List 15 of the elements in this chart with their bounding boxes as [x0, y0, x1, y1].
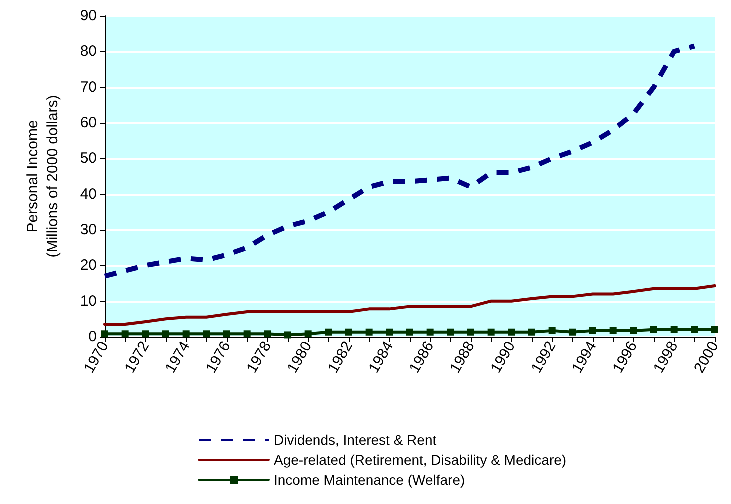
- legend-label: Age-related (Retirement, Disability & Medicare): [274, 452, 567, 468]
- y-tick-label: 30: [80, 222, 97, 238]
- legend-label: Income Maintenance (Welfare): [274, 472, 466, 488]
- y-tick-label: 10: [80, 292, 97, 310]
- y-tick-label: 50: [80, 150, 97, 168]
- y-tick-label: 70: [80, 78, 97, 96]
- y-tick-label: 90: [80, 8, 97, 24]
- legend-label: Dividends, Interest & Rent: [274, 432, 437, 448]
- y-tick-label: 60: [80, 114, 97, 132]
- line-series: [104, 284, 717, 326]
- y-tick-label: 40: [80, 186, 97, 203]
- y-tick-label: 80: [80, 43, 97, 60]
- y-axis-title: Personal Income (Millions of 2000 dollars): [24, 95, 62, 258]
- y-tick-label: 20: [80, 257, 97, 274]
- y-tick-label: 0: [88, 328, 97, 346]
